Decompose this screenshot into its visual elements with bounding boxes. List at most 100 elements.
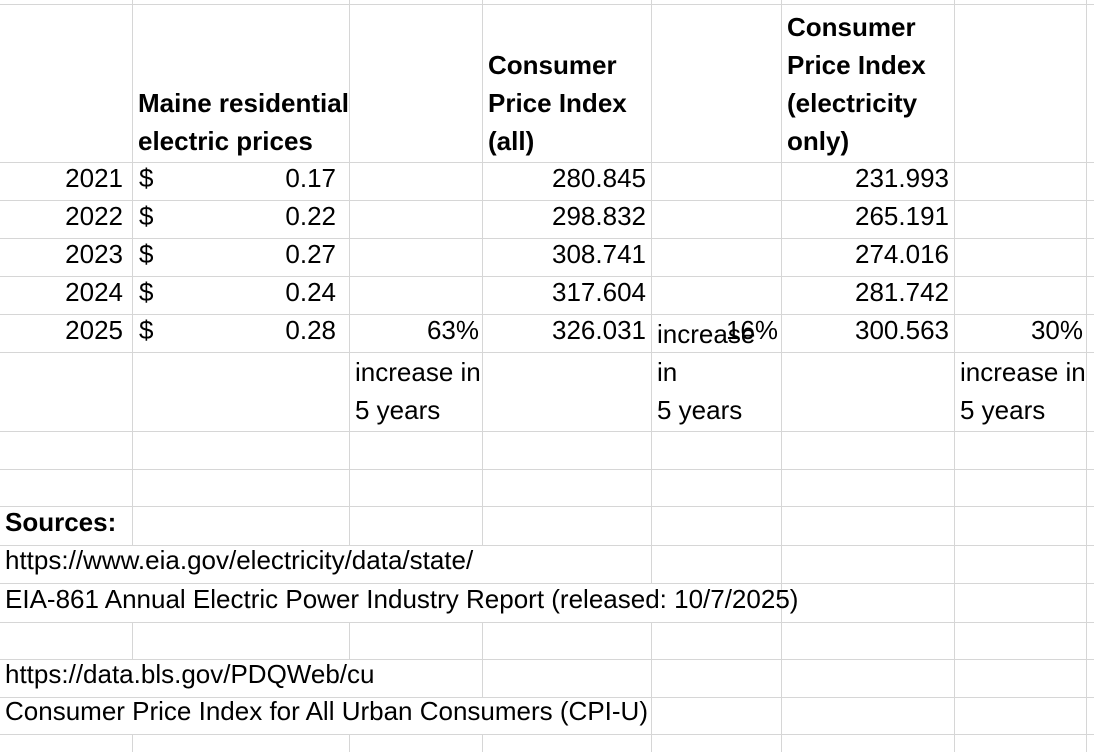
empty-cell[interactable] [1087,239,1094,276]
header-cpi-electricity[interactable]: Consumer Price Index (electricity only) [782,5,955,162]
empty-cell[interactable] [1087,735,1094,752]
cell-maine-price-2025[interactable]: $0.28 [133,315,350,352]
cell-year-2024[interactable]: 2024 [0,277,133,314]
header-cpi-all[interactable]: Consumer Price Index (all) [483,5,652,162]
empty-cell[interactable] [0,735,133,752]
cell-cpi-electricity-increase-pct[interactable]: 30% [955,315,1087,352]
empty-cell[interactable] [782,584,955,622]
empty-cell[interactable] [782,470,955,506]
empty-cell[interactable] [652,546,782,583]
empty-cell[interactable] [350,470,483,506]
empty-cell[interactable] [350,277,483,314]
empty-cell[interactable] [652,735,782,752]
cell-cpi-all-increase-pct[interactable]: 16% [652,315,782,352]
empty-cell[interactable] [1087,432,1094,469]
empty-cell[interactable] [955,660,1087,697]
empty-cell[interactable] [955,735,1087,752]
empty-cell[interactable] [350,163,483,200]
header-maine-electric-prices[interactable]: Maine residential electric prices [133,5,350,162]
empty-cell[interactable] [350,623,483,659]
empty-cell[interactable] [782,698,955,734]
empty-cell[interactable] [1087,277,1094,314]
empty-cell[interactable] [0,0,133,4]
empty-cell[interactable] [955,163,1087,200]
empty-cell[interactable] [133,470,350,506]
empty-cell[interactable] [483,735,652,752]
empty-cell[interactable] [350,507,483,545]
empty-cell[interactable] [483,623,652,659]
empty-cell[interactable] [1087,660,1094,697]
cell-maine-price-2022[interactable]: $0.22 [133,201,350,238]
empty-cell[interactable] [1087,470,1094,506]
empty-cell[interactable] [1087,315,1094,352]
empty-cell[interactable] [1087,546,1094,583]
empty-cell[interactable] [1087,5,1094,162]
empty-cell[interactable] [350,432,483,469]
empty-cell[interactable] [955,584,1087,622]
source-bls-description[interactable]: Consumer Price Index for All Urban Consu… [0,696,652,734]
empty-cell[interactable] [1087,201,1094,238]
empty-cell[interactable] [1087,163,1094,200]
empty-cell[interactable] [782,353,955,431]
cell-year-2021[interactable]: 2021 [0,163,133,200]
empty-cell[interactable] [1087,353,1094,431]
empty-cell[interactable] [652,470,782,506]
cell-maine-increase-pct[interactable]: 63% [350,315,483,352]
empty-cell[interactable] [955,201,1087,238]
note-increase-cpi-all[interactable]: increase in 5 years [652,319,782,431]
empty-cell[interactable] [955,470,1087,506]
empty-cell[interactable] [1087,0,1094,4]
empty-cell[interactable] [0,623,133,659]
cell-cpi-electricity-2024[interactable]: 281.742 [782,277,955,314]
empty-cell[interactable] [133,735,350,752]
empty-cell[interactable] [652,507,782,545]
empty-cell[interactable] [133,353,350,431]
note-increase-cpi-electricity[interactable]: increase in 5 years [955,353,1087,431]
cell-cpi-all-2022[interactable]: 298.832 [483,201,652,238]
cell-year-2022[interactable]: 2022 [0,201,133,238]
empty-cell[interactable] [0,353,133,431]
empty-cell[interactable] [350,5,483,162]
empty-cell[interactable] [782,507,955,545]
empty-cell[interactable] [652,698,782,734]
empty-cell[interactable] [1087,698,1094,734]
cell-maine-price-2024[interactable]: $0.24 [133,277,350,314]
empty-cell[interactable] [955,0,1087,4]
empty-cell[interactable] [955,5,1087,162]
empty-cell[interactable] [483,432,652,469]
note-increase-maine[interactable]: increase in 5 years [350,353,483,431]
empty-cell[interactable] [955,239,1087,276]
empty-cell[interactable] [955,507,1087,545]
empty-cell[interactable] [652,239,782,276]
source-eia-url[interactable]: https://www.eia.gov/electricity/data/sta… [0,545,652,583]
cell-cpi-all-2025[interactable]: 326.031 [483,315,652,352]
cell-year-2025[interactable]: 2025 [0,315,133,352]
empty-cell[interactable] [483,353,652,431]
empty-cell[interactable] [782,660,955,697]
empty-cell[interactable] [483,660,652,697]
cell-cpi-all-2023[interactable]: 308.741 [483,239,652,276]
empty-cell[interactable] [133,0,350,4]
empty-cell[interactable] [652,277,782,314]
empty-cell[interactable] [955,623,1087,659]
cell-cpi-electricity-2021[interactable]: 231.993 [782,163,955,200]
empty-cell[interactable] [133,623,350,659]
empty-cell[interactable] [0,432,133,469]
empty-cell[interactable] [350,735,483,752]
cell-cpi-electricity-2022[interactable]: 265.191 [782,201,955,238]
empty-cell[interactable] [782,0,955,4]
cell-cpi-all-2021[interactable]: 280.845 [483,163,652,200]
cell-cpi-all-2024[interactable]: 317.604 [483,277,652,314]
empty-cell[interactable] [133,432,350,469]
cell-maine-price-2021[interactable]: $0.17 [133,163,350,200]
empty-cell[interactable] [483,0,652,4]
empty-cell[interactable] [0,5,133,162]
cell-cpi-electricity-2023[interactable]: 274.016 [782,239,955,276]
cell-maine-price-2023[interactable]: $0.27 [133,239,350,276]
source-eia-report[interactable]: EIA-861 Annual Electric Power Industry R… [0,584,798,622]
empty-cell[interactable] [652,5,782,162]
empty-cell[interactable] [0,470,133,506]
source-bls-url[interactable]: https://data.bls.gov/PDQWeb/cu [0,659,483,697]
empty-cell[interactable] [1087,507,1094,545]
sources-label[interactable]: Sources: [0,507,133,545]
